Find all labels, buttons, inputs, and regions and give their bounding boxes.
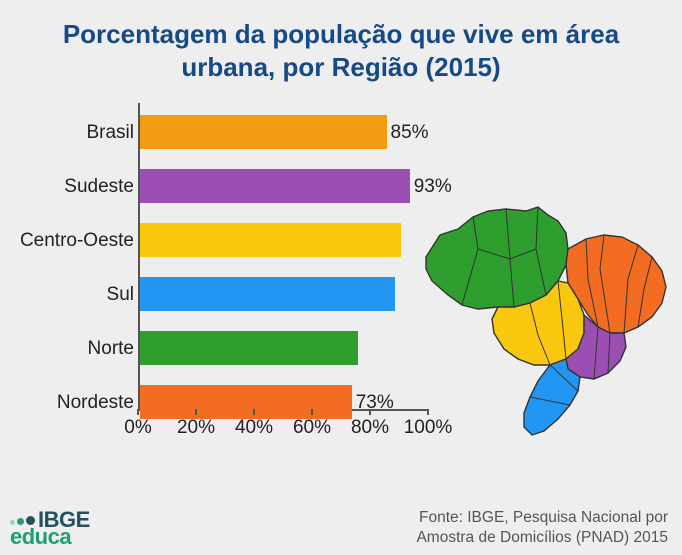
chart-title: Porcentagem da população que vive em áre… [0, 0, 682, 91]
bar-label: Sudeste [64, 176, 134, 198]
bar-label: Nordeste [57, 392, 134, 414]
logo-text-educa: educa [10, 527, 90, 547]
source-line-2: Amostra de Domicílios (PNAD) 2015 [416, 528, 668, 547]
source-citation: Fonte: IBGE, Pesquisa Nacional por Amost… [416, 508, 668, 547]
ibge-educa-logo: IBGE educa [10, 510, 90, 547]
x-axis: 0%20%40%60%80%100% [138, 413, 438, 443]
bar-label: Centro-Oeste [20, 230, 134, 252]
bar [140, 169, 410, 203]
brazil-map [418, 199, 673, 444]
bar-value: 85% [391, 122, 429, 144]
x-tick-mark [311, 409, 313, 415]
bar [140, 223, 401, 257]
x-tick-label: 60% [293, 417, 331, 439]
bar-label: Brasil [86, 122, 134, 144]
bar-label: Norte [88, 338, 134, 360]
bar-chart: Brasil85%Sudeste93%Centro-OesteSulNorteN… [8, 103, 436, 453]
source-line-1: Fonte: IBGE, Pesquisa Nacional por [416, 508, 668, 527]
bar [140, 115, 387, 149]
x-tick-label: 40% [235, 417, 273, 439]
x-tick-mark [137, 409, 139, 415]
x-tick-label: 0% [124, 417, 151, 439]
x-tick-label: 80% [351, 417, 389, 439]
x-tick-mark [369, 409, 371, 415]
bar [140, 331, 358, 365]
x-tick-label: 20% [177, 417, 215, 439]
footer: IBGE educa Fonte: IBGE, Pesquisa Naciona… [0, 508, 682, 549]
bar-value: 93% [414, 176, 452, 198]
bar-label: Sul [107, 284, 134, 306]
x-tick-mark [195, 409, 197, 415]
bar [140, 277, 395, 311]
x-tick-mark [253, 409, 255, 415]
bar-value: 73% [356, 392, 394, 414]
